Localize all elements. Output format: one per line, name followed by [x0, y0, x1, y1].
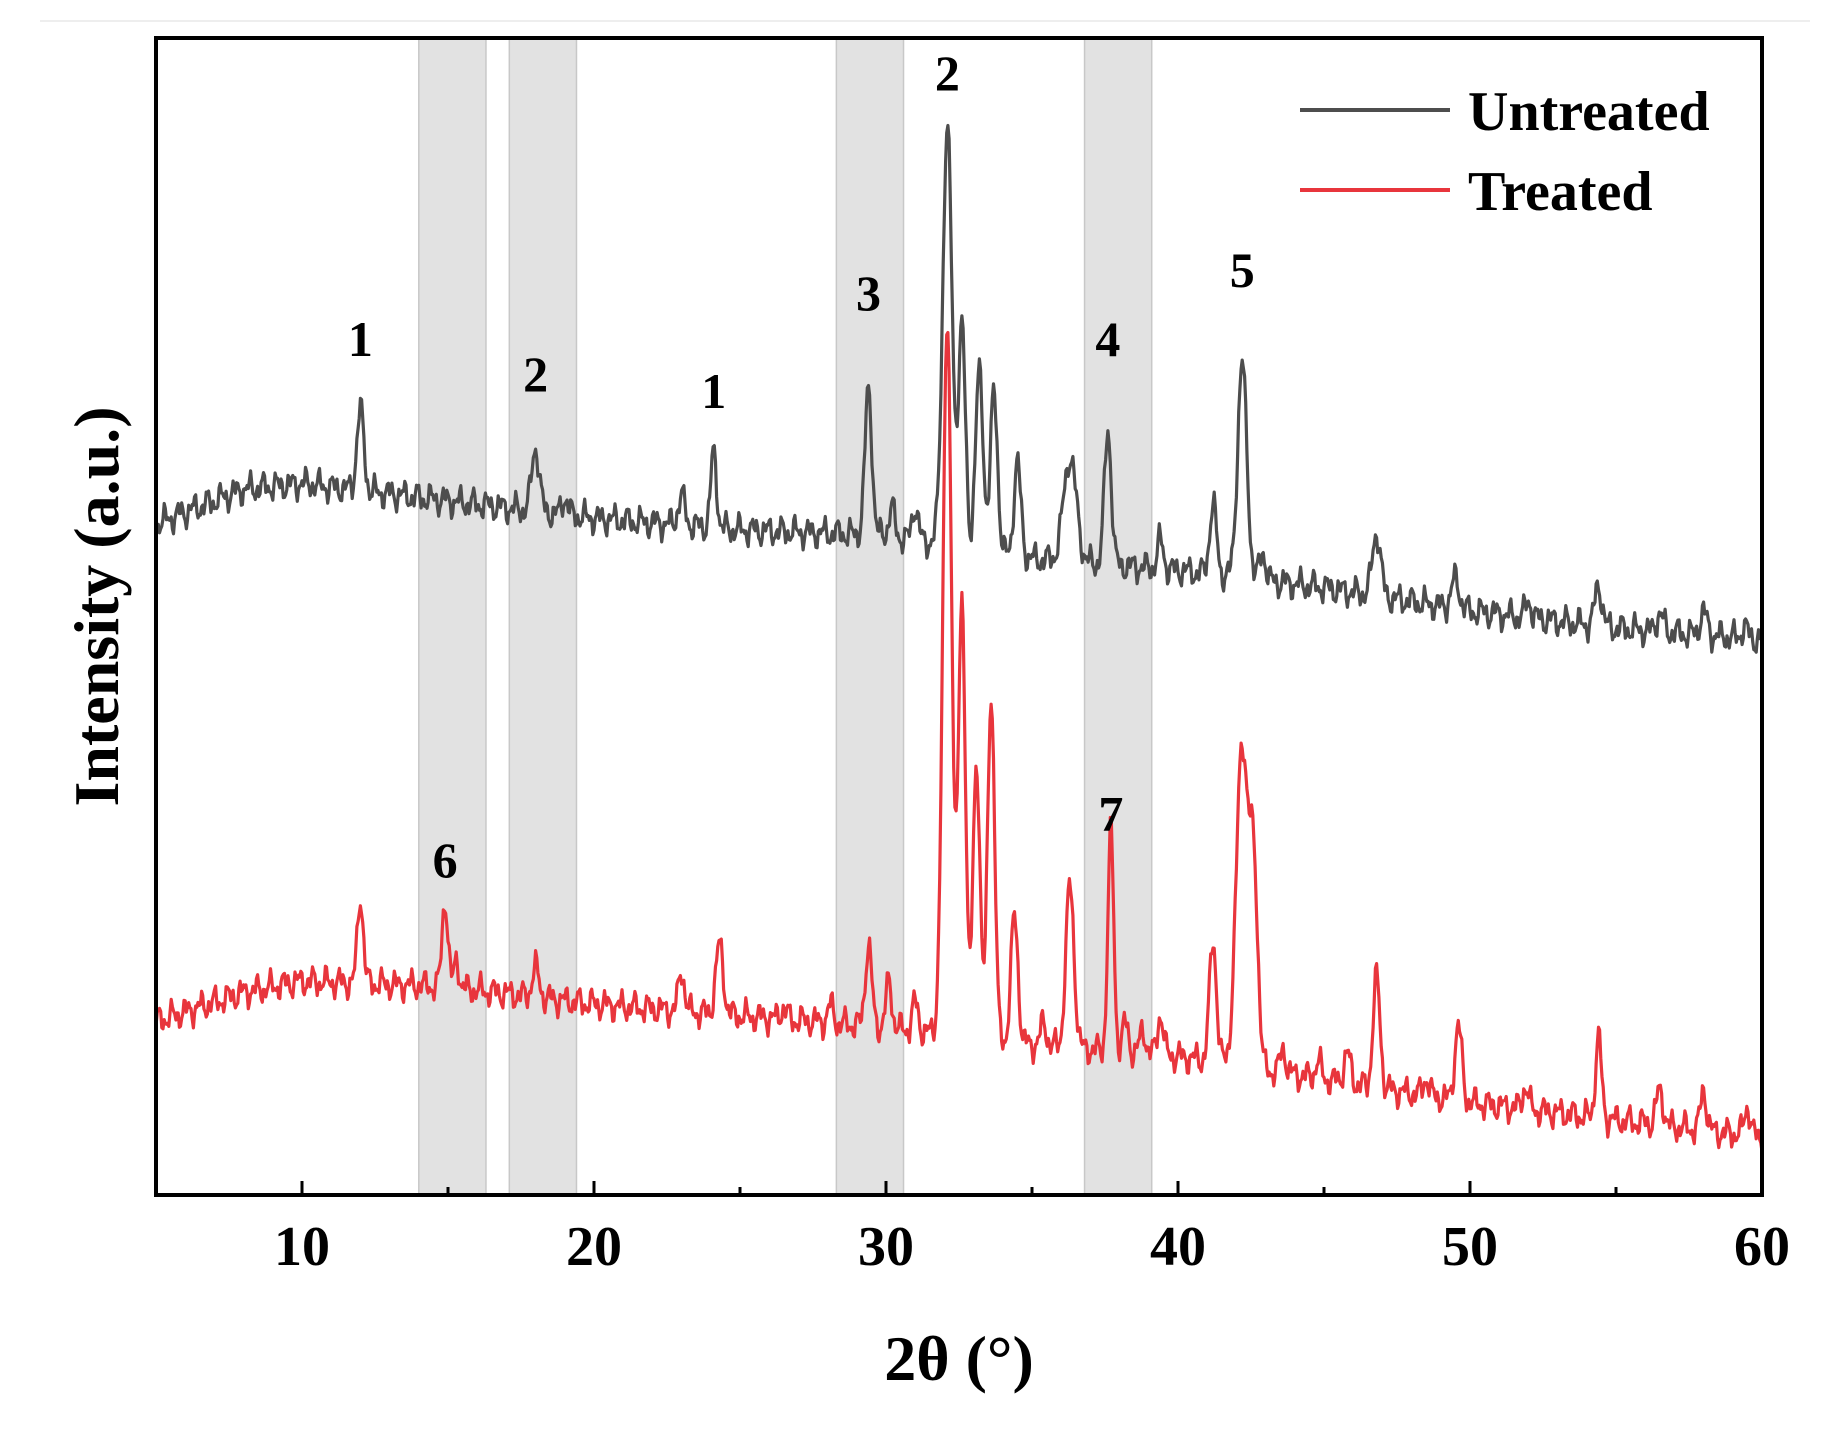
- peak-label: 5: [1230, 242, 1255, 298]
- x-tick-label: 60: [1734, 1216, 1790, 1278]
- series-line-untreated: [154, 123, 1764, 654]
- peak-label: 6: [433, 832, 458, 888]
- x-tick-label: 40: [1150, 1216, 1206, 1278]
- x-tick-label: 30: [858, 1216, 914, 1278]
- x-axis-title: 2θ (°): [884, 1323, 1034, 1394]
- peak-label: 2: [935, 45, 960, 101]
- plot-frame: [154, 36, 1764, 1197]
- top-rule: [40, 20, 1810, 22]
- x-tick-label: 50: [1442, 1216, 1498, 1278]
- peak-label: 1: [701, 363, 726, 419]
- x-tick-label: 20: [566, 1216, 622, 1278]
- peak-label: 7: [1098, 786, 1123, 842]
- x-tick-label: 10: [274, 1216, 330, 1278]
- legend-label-treated: Treated: [1468, 161, 1653, 223]
- series-layer: [154, 123, 1764, 1152]
- highlight-band-4: [1083, 37, 1153, 1196]
- peak-label: 4: [1095, 311, 1120, 367]
- highlight-band-2: [508, 37, 578, 1196]
- peak-label: 2: [523, 346, 548, 402]
- series-line-treated: [154, 330, 1764, 1152]
- peak-label: 3: [856, 265, 881, 321]
- y-axis-title: Intensity (a.u.): [61, 406, 132, 806]
- legend-label-untreated: Untreated: [1468, 81, 1710, 143]
- highlight-band-1: [418, 37, 487, 1196]
- legend: Untreated Treated: [1300, 81, 1710, 223]
- peak-label: 1: [348, 311, 373, 367]
- peak-annotations: 1 2 1 3 2 4 5 6 7: [348, 45, 1255, 888]
- x-axis: 10 20 30 40 50 60: [154, 1181, 1790, 1278]
